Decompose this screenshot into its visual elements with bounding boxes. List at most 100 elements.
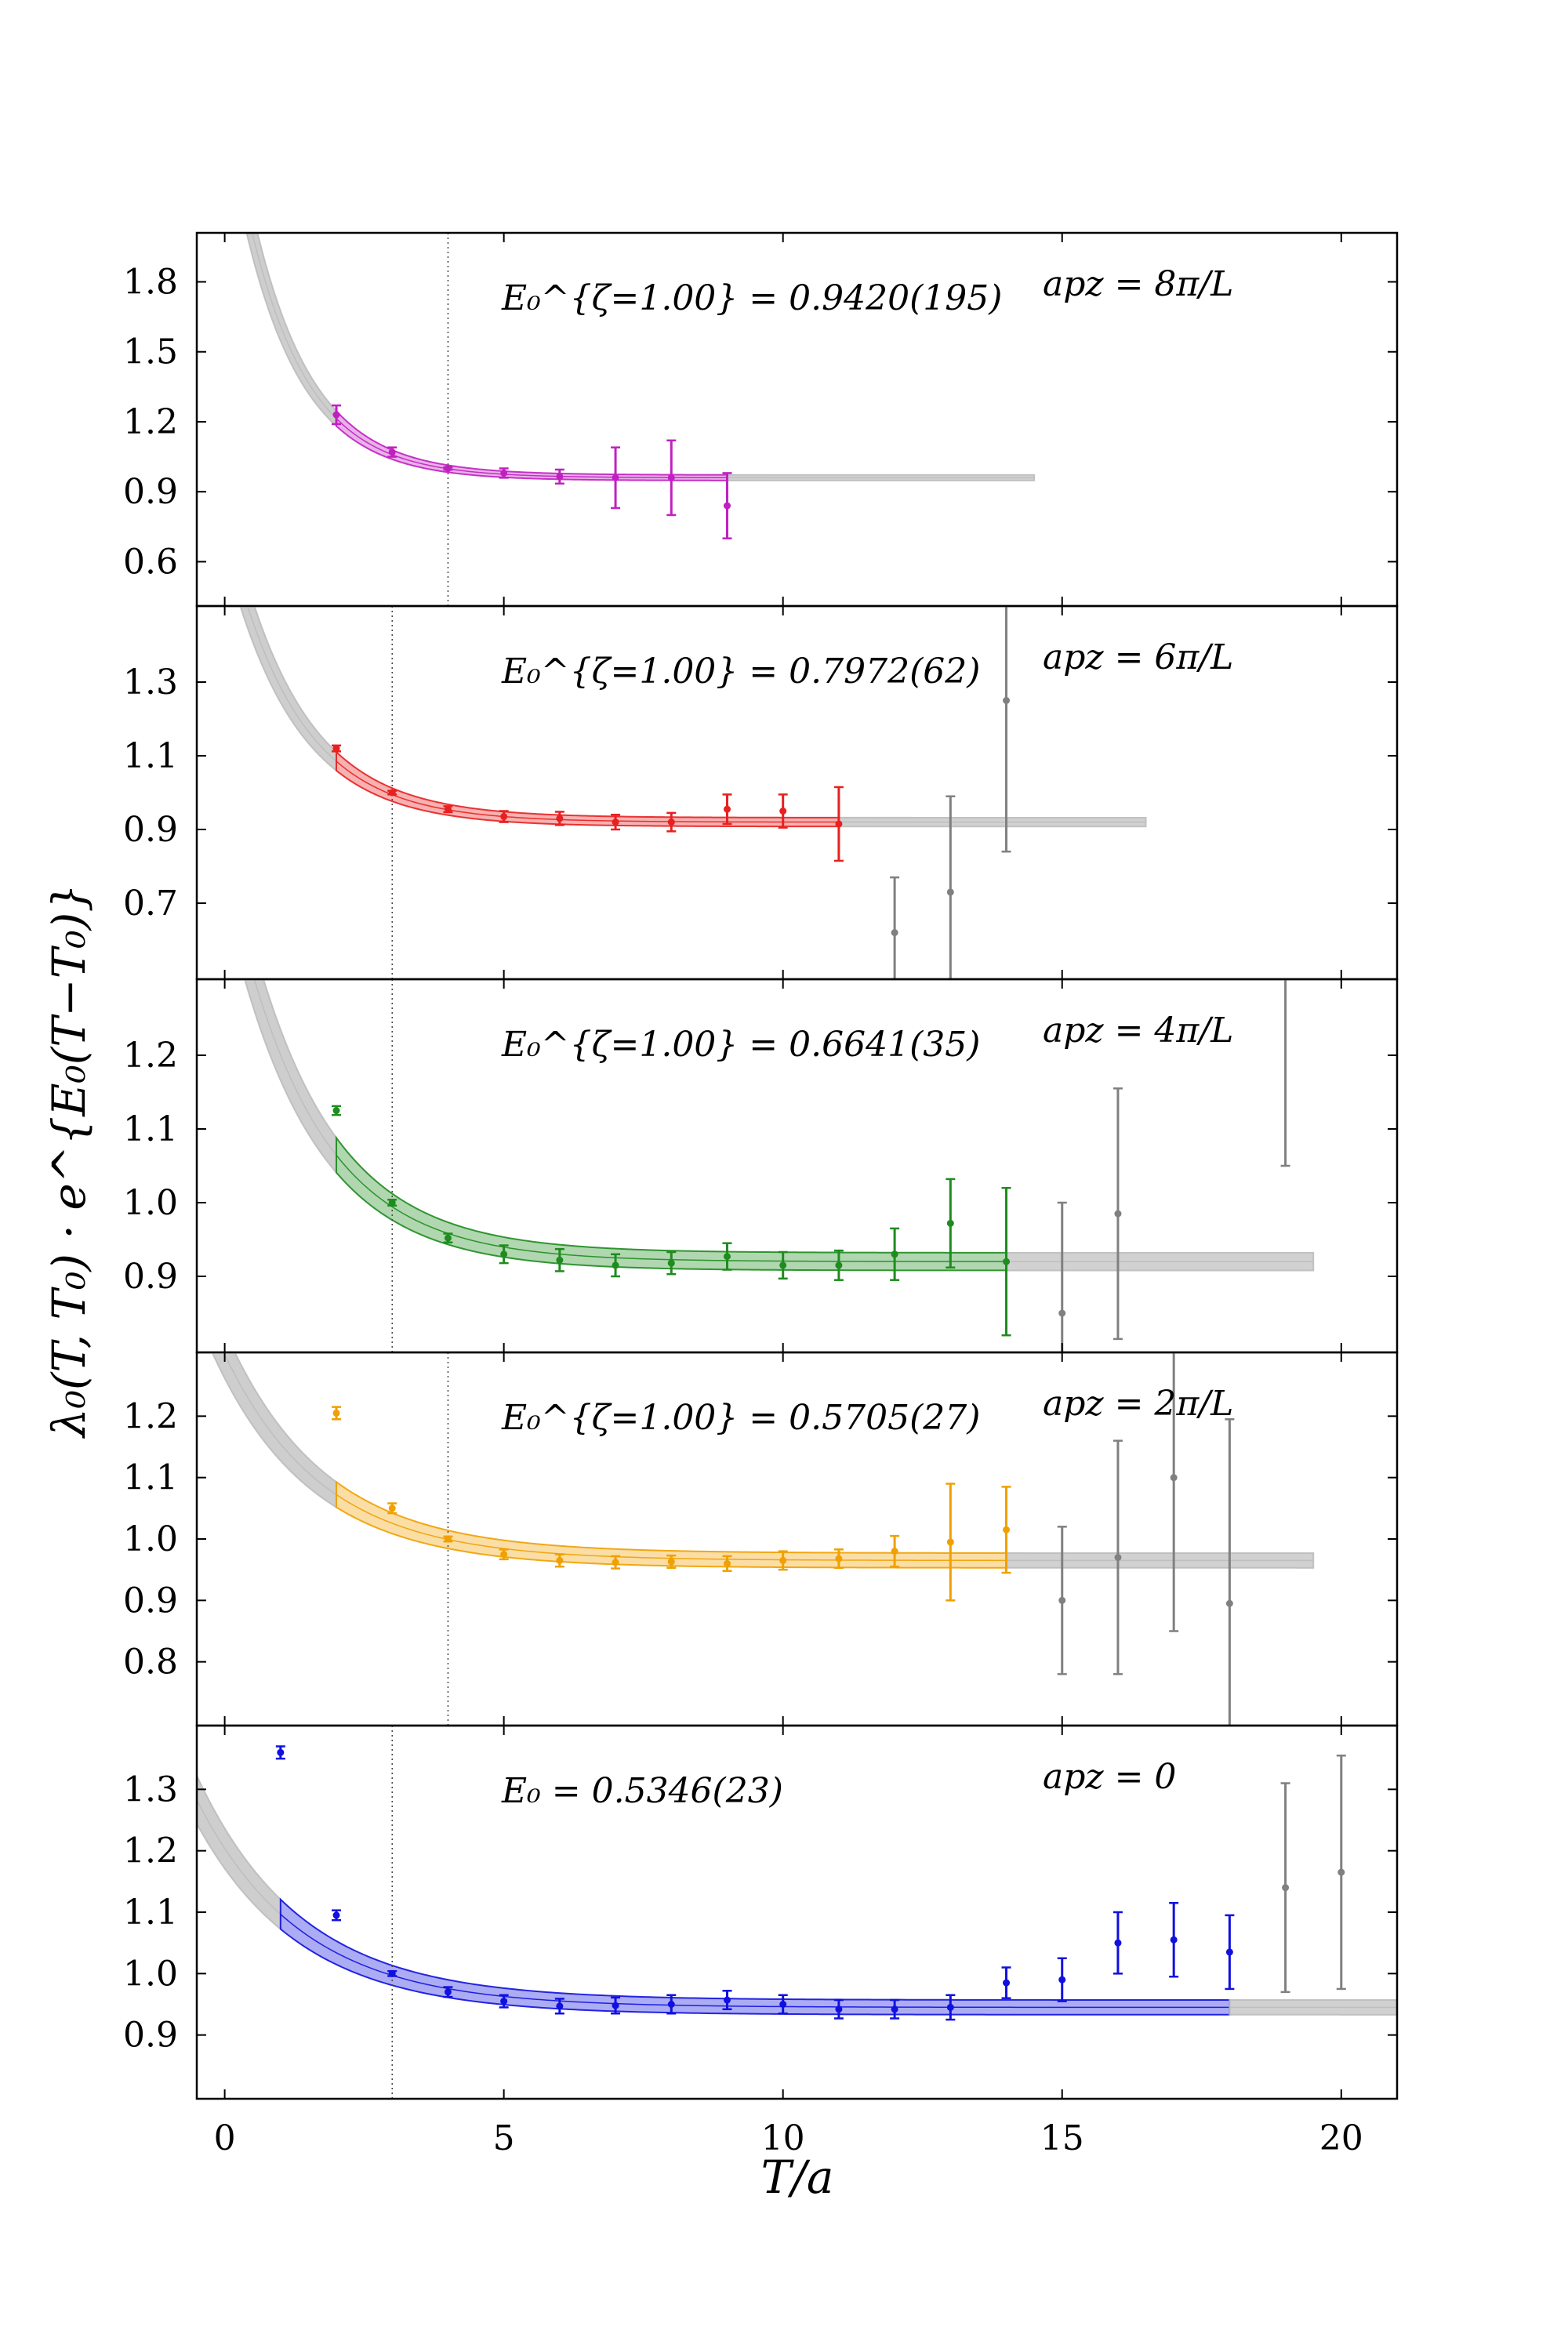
- momentum-annotation: apz = 0: [1043, 1757, 1176, 1797]
- excluded-data-point: [1282, 942, 1289, 949]
- data-point: [667, 1259, 675, 1267]
- panel-3: 0.9 1.0 1.1 1.2 E₀^{ζ=1.00} = 0.6641(35) apz …: [123, 942, 1399, 1354]
- plot-area: [197, 1726, 1397, 2099]
- plot-area: [211, 1352, 1315, 1726]
- y-tick-label: 1.1: [123, 736, 178, 776]
- y-tick-label: 1.1: [123, 1109, 178, 1149]
- data-point: [444, 1535, 452, 1543]
- data-point: [444, 1234, 452, 1242]
- x-tick-label: 10: [761, 2118, 805, 2158]
- data-point: [723, 1253, 731, 1261]
- data-point: [1003, 1979, 1011, 1987]
- fit-band-center: [336, 1154, 1007, 1262]
- data-point: [556, 815, 564, 822]
- data-point: [388, 789, 396, 797]
- y-tick-label: 1.3: [123, 662, 178, 702]
- excluded-data-point: [1170, 1474, 1178, 1482]
- fit-band-early: [197, 1775, 281, 1931]
- data-point: [779, 2001, 787, 2008]
- data-point: [612, 818, 619, 826]
- fit-band-early-center: [197, 1799, 281, 1915]
- data-point: [946, 1538, 954, 1546]
- energy-annotation: E₀^{ζ=1.00} = 0.7972(62): [501, 652, 980, 691]
- fit-band-early: [211, 1352, 338, 1509]
- data-point: [277, 1748, 285, 1756]
- data-point: [946, 2003, 954, 2011]
- momentum-annotation: apz = 6π/L: [1043, 637, 1233, 677]
- data-point: [723, 1559, 731, 1567]
- fit-band-early: [244, 979, 338, 1175]
- data-point: [612, 2002, 619, 2009]
- data-point: [667, 1558, 675, 1566]
- data-point: [1058, 1976, 1066, 1984]
- fit-band: [336, 750, 840, 828]
- data-point: [835, 1261, 843, 1269]
- fit-band: [336, 1135, 1007, 1272]
- data-point: [723, 805, 731, 813]
- data-point: [332, 1107, 340, 1114]
- y-tick-label: 1.2: [123, 1396, 178, 1436]
- data-point: [500, 469, 508, 477]
- excluded-data-point: [1338, 1868, 1345, 1876]
- momentum-annotation: apz = 2π/L: [1043, 1384, 1233, 1424]
- data-point: [667, 474, 675, 481]
- y-tick-label: 0.9: [123, 810, 178, 850]
- data-point: [1114, 1939, 1122, 1947]
- fit-band-center: [336, 418, 728, 479]
- data-point: [779, 1261, 787, 1269]
- y-tick-label: 1.0: [123, 1954, 178, 1994]
- y-tick-label: 0.9: [123, 1581, 178, 1621]
- data-point: [500, 813, 508, 821]
- y-tick-label: 0.9: [123, 2016, 178, 2056]
- data-point: [835, 1555, 843, 1563]
- excluded-data-point: [1058, 1309, 1066, 1317]
- data-point: [1170, 1936, 1178, 1944]
- panel-4: 0.8 0.9 1.0 1.1 1.2 E₀^{ζ=1.00} = 0.5705(27) a…: [123, 1351, 1399, 1727]
- plot-area: [245, 233, 1036, 606]
- fit-band-early-center: [246, 606, 337, 762]
- y-tick-label: 0.7: [123, 884, 178, 924]
- y-tick-label: 0.9: [123, 472, 178, 512]
- data-point: [891, 1548, 898, 1555]
- panel-1: 0.6 0.9 1.2 1.5 1.8 E₀^{ζ=1.00} = 0.9420(195)…: [123, 231, 1399, 608]
- data-point: [835, 2005, 843, 2013]
- data-point: [556, 1556, 564, 1564]
- fit-band-center: [280, 1914, 1230, 2009]
- data-point: [388, 1504, 396, 1512]
- data-point: [667, 2001, 675, 2008]
- x-tick-label: 15: [1040, 2118, 1084, 2158]
- data-point: [444, 464, 452, 472]
- data-point: [612, 474, 619, 481]
- x-tick-label: 0: [214, 2118, 236, 2158]
- data-point: [500, 1250, 508, 1258]
- excluded-data-point: [1282, 1884, 1290, 1892]
- x-axis-title: T/a: [761, 2151, 834, 2204]
- fit-band-early: [245, 233, 338, 428]
- data-point: [444, 1988, 452, 1996]
- plot-area: [244, 942, 1315, 1352]
- y-tick-label: 1.1: [123, 1893, 178, 1933]
- data-point: [500, 1998, 508, 2005]
- panels-group: 0.6 0.9 1.2 1.5 1.8 E₀^{ζ=1.00} = 0.9420(195)…: [123, 231, 1399, 2100]
- x-tick-label: 5: [493, 2118, 515, 2158]
- y-tick-label: 1.0: [123, 1183, 178, 1223]
- data-point: [444, 805, 452, 813]
- data-point: [667, 818, 675, 826]
- data-point: [1003, 1526, 1011, 1534]
- y-tick-label: 1.8: [123, 262, 178, 302]
- data-point: [556, 473, 564, 481]
- y-tick-label: 1.2: [123, 1036, 178, 1076]
- y-tick-label: 0.9: [123, 1257, 178, 1297]
- data-point: [332, 745, 340, 753]
- excluded-data-point: [1114, 1554, 1122, 1561]
- panel-2: 0.7 0.9 1.1 1.3 E₀^{ζ=1.00} = 0.7972(62) apz …: [123, 604, 1399, 981]
- y-tick-label: 1.3: [123, 1769, 178, 1809]
- excluded-data-point: [1225, 1599, 1233, 1607]
- fit-band-early-center: [223, 1352, 337, 1496]
- y-tick-label: 1.0: [123, 1519, 178, 1559]
- x-tick-label: 20: [1319, 2118, 1363, 2158]
- data-point: [779, 1556, 787, 1564]
- panel-frame: [195, 1724, 1399, 2100]
- y-tick-label: 1.5: [123, 332, 178, 372]
